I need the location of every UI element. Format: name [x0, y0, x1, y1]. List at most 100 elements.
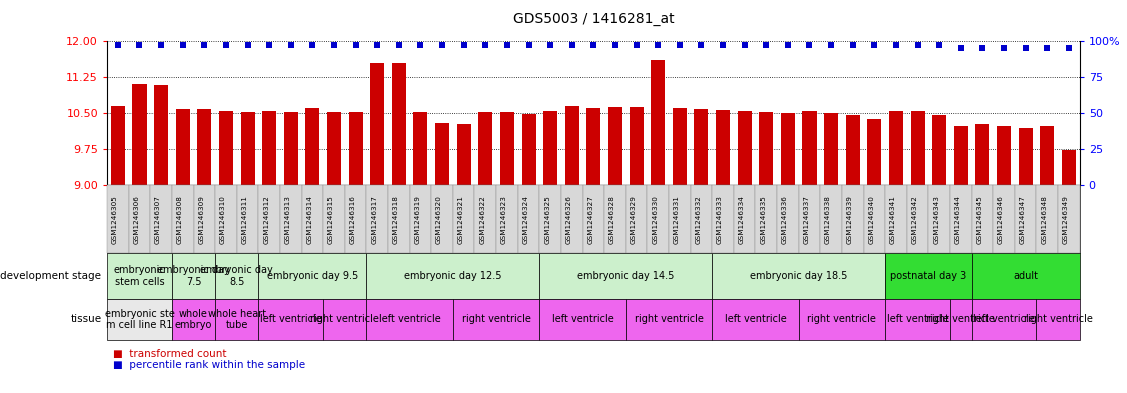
Text: GSM1246337: GSM1246337 — [804, 195, 809, 244]
Text: GSM1246345: GSM1246345 — [976, 195, 983, 244]
Bar — [802, 110, 817, 185]
Text: left ventricle: left ventricle — [552, 314, 613, 324]
Text: embryonic day 18.5: embryonic day 18.5 — [749, 271, 848, 281]
Bar — [911, 110, 924, 185]
Text: embryonic day 9.5: embryonic day 9.5 — [267, 271, 358, 281]
Point — [498, 42, 516, 48]
Bar — [889, 110, 903, 185]
Point — [757, 42, 775, 48]
Text: GSM1246330: GSM1246330 — [653, 195, 658, 244]
Point — [844, 42, 862, 48]
Bar — [500, 112, 514, 185]
Text: adult: adult — [1013, 271, 1038, 281]
Text: embryonic ste
m cell line R1: embryonic ste m cell line R1 — [105, 309, 175, 330]
Point — [995, 45, 1013, 51]
Bar — [348, 112, 363, 185]
Bar — [305, 108, 319, 185]
Text: GSM1246340: GSM1246340 — [868, 195, 875, 244]
Text: GSM1246343: GSM1246343 — [933, 195, 939, 244]
Point — [477, 42, 495, 48]
Text: GSM1246333: GSM1246333 — [717, 195, 724, 244]
Bar — [543, 110, 557, 185]
Bar — [133, 84, 147, 185]
Point — [952, 45, 970, 51]
Bar — [607, 107, 622, 185]
Bar — [154, 85, 168, 185]
Bar — [824, 113, 838, 185]
Point — [649, 42, 667, 48]
Text: GSM1246336: GSM1246336 — [782, 195, 788, 244]
Text: left ventricle: left ventricle — [379, 314, 441, 324]
Point — [433, 42, 451, 48]
Text: left ventricle: left ventricle — [260, 314, 321, 324]
Point — [930, 42, 948, 48]
Point — [174, 42, 192, 48]
Bar — [392, 63, 406, 185]
Text: GSM1246346: GSM1246346 — [999, 195, 1004, 244]
Point — [800, 42, 818, 48]
Text: GSM1246339: GSM1246339 — [846, 195, 853, 244]
Point — [692, 42, 710, 48]
Text: GSM1246331: GSM1246331 — [674, 195, 680, 244]
Point — [822, 42, 840, 48]
Text: GSM1246323: GSM1246323 — [500, 195, 507, 244]
Bar — [456, 124, 471, 185]
Text: GSM1246344: GSM1246344 — [955, 195, 961, 244]
Point — [779, 42, 797, 48]
Bar — [1019, 128, 1032, 185]
Text: GSM1246306: GSM1246306 — [133, 195, 140, 244]
Text: GSM1246309: GSM1246309 — [198, 195, 204, 244]
Point — [131, 42, 149, 48]
Point — [152, 42, 170, 48]
Point — [1038, 45, 1056, 51]
Text: GSM1246312: GSM1246312 — [264, 195, 269, 244]
Text: ■  percentile rank within the sample: ■ percentile rank within the sample — [113, 360, 304, 371]
Text: GSM1246316: GSM1246316 — [349, 195, 356, 244]
Text: postnatal day 3: postnatal day 3 — [890, 271, 967, 281]
Text: embryonic day
8.5: embryonic day 8.5 — [201, 265, 273, 287]
Bar — [781, 113, 795, 185]
Bar — [586, 108, 601, 185]
Text: embryonic day
7.5: embryonic day 7.5 — [157, 265, 230, 287]
Point — [369, 42, 387, 48]
Text: GSM1246327: GSM1246327 — [587, 195, 593, 244]
Point — [715, 42, 733, 48]
Bar — [263, 110, 276, 185]
Point — [606, 42, 624, 48]
Bar — [414, 112, 427, 185]
Bar — [522, 114, 535, 185]
Bar — [435, 123, 449, 185]
Point — [974, 45, 992, 51]
Text: right ventricle: right ventricle — [462, 314, 531, 324]
Text: GDS5003 / 1416281_at: GDS5003 / 1416281_at — [513, 12, 674, 26]
Bar — [932, 116, 947, 185]
Bar — [1040, 127, 1054, 185]
Text: GSM1246329: GSM1246329 — [631, 195, 637, 244]
Bar — [868, 119, 881, 185]
Text: GSM1246317: GSM1246317 — [371, 195, 378, 244]
Point — [303, 42, 321, 48]
Text: right ventricle: right ventricle — [807, 314, 877, 324]
Text: GSM1246313: GSM1246313 — [285, 195, 291, 244]
Text: GSM1246319: GSM1246319 — [415, 195, 420, 244]
Text: GSM1246320: GSM1246320 — [436, 195, 442, 244]
Bar — [176, 109, 189, 185]
Bar — [284, 112, 298, 185]
Bar — [997, 127, 1011, 185]
Point — [541, 42, 559, 48]
Point — [239, 42, 257, 48]
Text: whole heart
tube: whole heart tube — [207, 309, 266, 330]
Text: left ventricle: left ventricle — [973, 314, 1035, 324]
Bar — [1062, 150, 1076, 185]
Text: GSM1246308: GSM1246308 — [177, 195, 183, 244]
Point — [347, 42, 365, 48]
Bar — [845, 116, 860, 185]
Text: GSM1246311: GSM1246311 — [241, 195, 248, 244]
Bar — [240, 112, 255, 185]
Text: whole
embryo: whole embryo — [175, 309, 212, 330]
Text: GSM1246334: GSM1246334 — [738, 195, 745, 244]
Point — [282, 42, 300, 48]
Text: GSM1246342: GSM1246342 — [912, 195, 917, 244]
Text: GSM1246328: GSM1246328 — [609, 195, 615, 244]
Text: right ventricle: right ventricle — [635, 314, 703, 324]
